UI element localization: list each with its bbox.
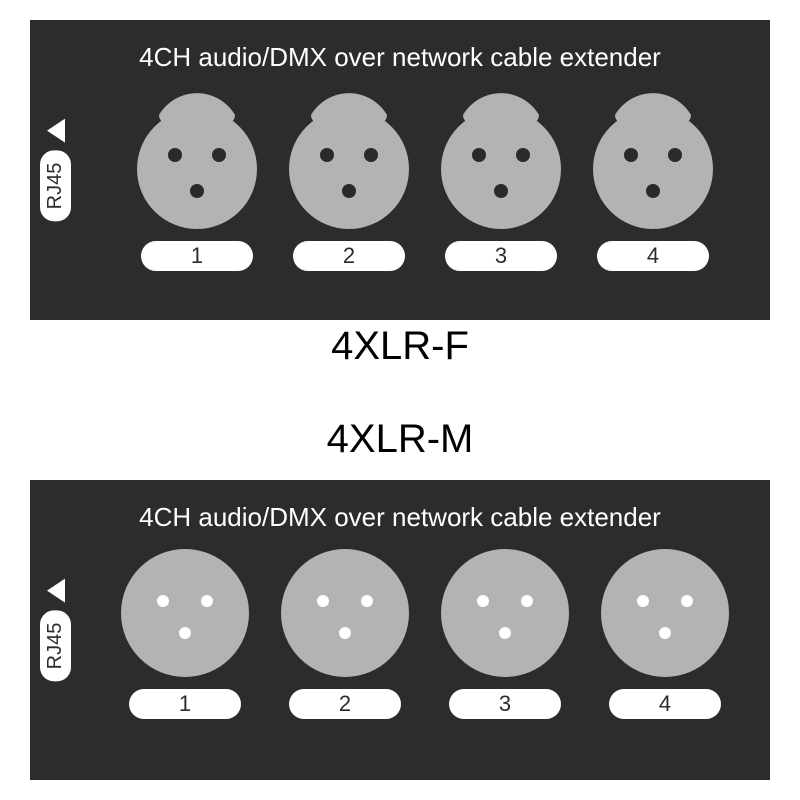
xlr-male-icon — [439, 547, 571, 679]
caption-4xlr-f: 4XLR-F — [331, 324, 469, 369]
connector-number-badge: 3 — [445, 241, 557, 271]
arrow-left-icon — [47, 119, 65, 143]
connector-number-badge: 4 — [597, 241, 709, 271]
connector: 4 — [599, 547, 731, 719]
rj45-side-label: RJ45 — [40, 579, 71, 682]
xlr-female-icon — [439, 87, 563, 231]
connector-number-badge: 3 — [449, 689, 561, 719]
rj45-badge: RJ45 — [40, 611, 71, 682]
xlr-male-icon — [119, 547, 251, 679]
panel-4xlr-f: RJ45 4CH audio/DMX over network cable ex… — [30, 20, 770, 320]
connector: 4 — [591, 87, 715, 271]
arrow-left-icon — [47, 579, 65, 603]
connector: 1 — [119, 547, 251, 719]
connector-number-badge: 2 — [293, 241, 405, 271]
xlr-female-icon — [287, 87, 411, 231]
connectors-row: 1 2 3 4 — [119, 547, 731, 719]
connector-number-badge: 1 — [141, 241, 253, 271]
connector: 3 — [439, 547, 571, 719]
xlr-male-icon — [599, 547, 731, 679]
xlr-female-icon — [135, 87, 259, 231]
connector-number-badge: 4 — [609, 689, 721, 719]
connector: 1 — [135, 87, 259, 271]
rj45-badge: RJ45 — [40, 151, 71, 222]
connector-number-badge: 1 — [129, 689, 241, 719]
panel-title: 4CH audio/DMX over network cable extende… — [139, 502, 661, 533]
connector: 3 — [439, 87, 563, 271]
xlr-male-icon — [279, 547, 411, 679]
panel-4xlr-m: RJ45 4CH audio/DMX over network cable ex… — [30, 480, 770, 780]
connector: 2 — [287, 87, 411, 271]
caption-4xlr-m: 4XLR-M — [327, 417, 474, 462]
connector-number-badge: 2 — [289, 689, 401, 719]
xlr-female-icon — [591, 87, 715, 231]
connectors-row: 1 2 3 4 — [135, 87, 715, 271]
connector: 2 — [279, 547, 411, 719]
panel-title: 4CH audio/DMX over network cable extende… — [139, 42, 661, 73]
rj45-side-label: RJ45 — [40, 119, 71, 222]
